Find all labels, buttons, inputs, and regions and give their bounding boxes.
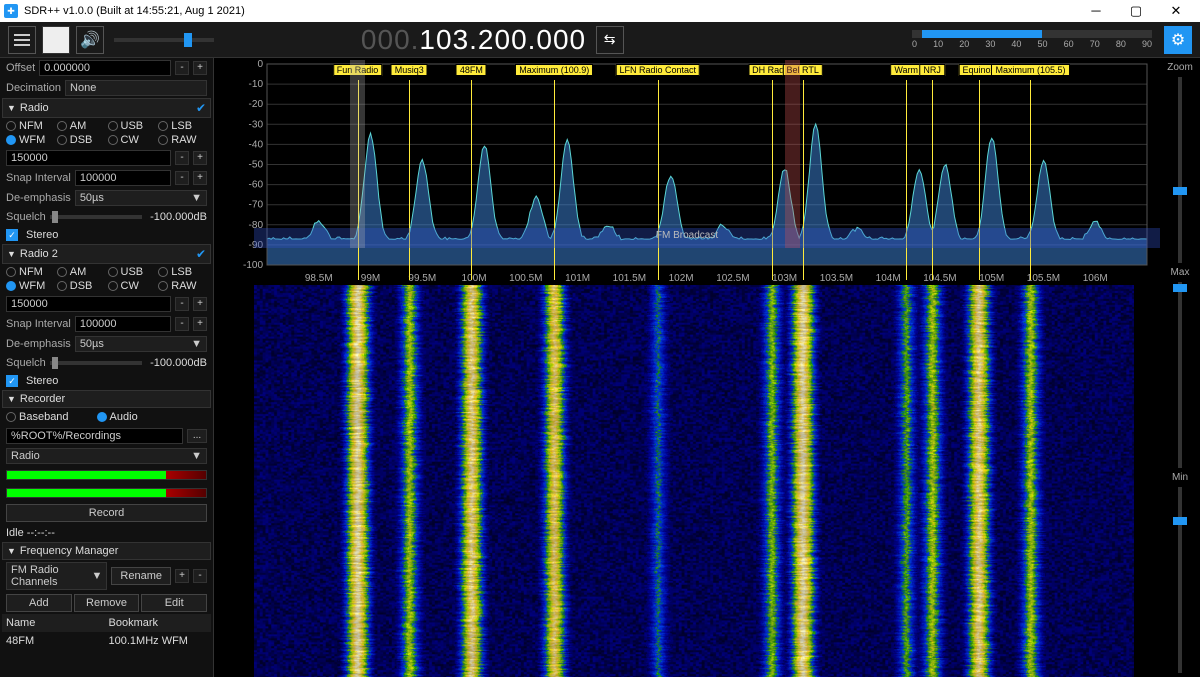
bookmark-tag[interactable]: NRJ [919,64,945,76]
mode-lsb[interactable]: LSB [158,120,207,132]
stereo-checkbox[interactable]: ✓ [6,229,18,241]
add-button[interactable]: Add [6,594,72,612]
vu-meter-l [6,470,207,480]
svg-text:105M: 105M [979,273,1004,284]
svg-text:101M: 101M [565,273,590,284]
sidebar: Offset0.000000-+ DecimationNone ▼Radio✔ … [0,58,214,677]
bookmark-tag[interactable]: Musiq3 [391,64,428,76]
svg-text:101.5M: 101.5M [613,273,646,284]
mode-am[interactable]: AM [57,266,106,278]
record-button[interactable]: Record [6,504,207,522]
svg-text:102M: 102M [669,273,694,284]
mode-raw[interactable]: RAW [158,134,207,146]
section-recorder[interactable]: ▼Recorder [2,390,211,408]
bookmark-tag[interactable]: 48FM [456,64,487,76]
mode-nfm[interactable]: NFM [6,266,55,278]
stereo2-checkbox[interactable]: ✓ [6,375,18,387]
bookmark-tag[interactable]: Maximum (100.9) [515,64,593,76]
mode-usb[interactable]: USB [108,266,157,278]
svg-text:102.5M: 102.5M [716,273,749,284]
swap-iq-button[interactable]: ⇆ [596,26,624,54]
minimize-button[interactable]: ─ [1076,0,1116,22]
svg-text:-60: -60 [249,180,264,191]
svg-text:-100: -100 [243,260,263,271]
section-radio[interactable]: ▼Radio✔ [2,98,211,118]
close-button[interactable]: ✕ [1156,0,1196,22]
vfo-selection[interactable] [785,60,801,248]
mode-wfm[interactable]: WFM [6,134,55,146]
maximize-button[interactable]: ▢ [1116,0,1156,22]
mode-am[interactable]: AM [57,120,106,132]
deemphasis-select[interactable]: 50µs▼ [75,190,207,206]
svg-text:103M: 103M [772,273,797,284]
svg-text:-40: -40 [249,139,264,150]
edit-button[interactable]: Edit [141,594,207,612]
snap-input[interactable]: 100000 [75,170,171,186]
frequency-display[interactable]: 000.103.200.000 ⇆ [361,24,624,56]
svg-text:0: 0 [257,60,263,70]
window-title: SDR++ v1.0.0 (Built at 14:55:21, Aug 1 2… [24,5,1076,17]
display-controls: Zoom Max Min [1160,58,1200,677]
section-radio2[interactable]: ▼Radio 2✔ [2,244,211,264]
svg-text:-10: -10 [249,79,264,90]
section-freqmgr[interactable]: ▼Frequency Manager [2,542,211,560]
svg-text:105.5M: 105.5M [1027,273,1060,284]
rec-path[interactable]: %ROOT%/Recordings [6,428,183,444]
svg-text:-50: -50 [249,160,264,171]
svg-text:99M: 99M [361,273,380,284]
bookmark-tag[interactable]: Warm [890,64,922,76]
svg-text:106M: 106M [1083,273,1108,284]
mode-dsb[interactable]: DSB [57,134,106,146]
squelch-slider[interactable] [50,215,142,219]
menu-button[interactable] [8,26,36,54]
offset-input[interactable]: 0.000000 [39,60,171,76]
svg-text:-70: -70 [249,200,264,211]
vfo-selection[interactable] [350,60,366,248]
vu-meter-r [6,488,207,498]
mode-usb[interactable]: USB [108,120,157,132]
waterfall-display[interactable] [214,285,1160,677]
max-slider[interactable] [1178,282,1182,468]
bandwidth-input[interactable]: 150000 [6,150,171,166]
svg-text:104.5M: 104.5M [923,273,956,284]
svg-text:-20: -20 [249,99,264,110]
app-icon: ✚ [4,4,18,18]
bookmark-tag[interactable]: Maximum (105.5) [991,64,1069,76]
remove-button[interactable]: Remove [74,594,140,612]
mode-wfm[interactable]: WFM [6,280,55,292]
svg-text:99.5M: 99.5M [408,273,436,284]
svg-text:100M: 100M [462,273,487,284]
svg-text:103.5M: 103.5M [820,273,853,284]
mode-cw[interactable]: CW [108,134,157,146]
mode-dsb[interactable]: DSB [57,280,106,292]
rename-button[interactable]: Rename [111,567,171,585]
snr-meter: 0102030405060708090 [912,30,1152,49]
browse-button[interactable]: ... [187,429,207,443]
volume-slider[interactable] [114,38,214,42]
table-row[interactable]: 48FM100.1MHz WFM [2,632,211,650]
min-slider[interactable] [1178,487,1182,673]
svg-text:98.5M: 98.5M [305,273,333,284]
play-stop-button[interactable] [42,26,70,54]
bookmark-tag[interactable]: LFN Radio Contact [615,64,700,76]
mode-cw[interactable]: CW [108,280,157,292]
titlebar: ✚ SDR++ v1.0.0 (Built at 14:55:21, Aug 1… [0,0,1200,22]
mode-nfm[interactable]: NFM [6,120,55,132]
decimation-select[interactable]: None [65,80,207,96]
freqlist-select[interactable]: FM Radio Channels▼ [6,562,107,590]
zoom-slider[interactable] [1178,77,1182,263]
mode-lsb[interactable]: LSB [158,266,207,278]
spectrum-display[interactable]: 0-10-20-30-40-50-60-70-80-90-10098.5M99M… [214,60,1160,285]
svg-text:-30: -30 [249,119,264,130]
mode-raw[interactable]: RAW [158,280,207,292]
volume-icon[interactable]: 🔊 [76,26,104,54]
settings-button[interactable]: ⚙ [1164,26,1192,54]
svg-text:100.5M: 100.5M [509,273,542,284]
svg-text:104M: 104M [876,273,901,284]
rec-stream-select[interactable]: Radio▼ [6,448,207,464]
toolbar: 🔊 000.103.200.000 ⇆ 0102030405060708090 … [0,22,1200,58]
